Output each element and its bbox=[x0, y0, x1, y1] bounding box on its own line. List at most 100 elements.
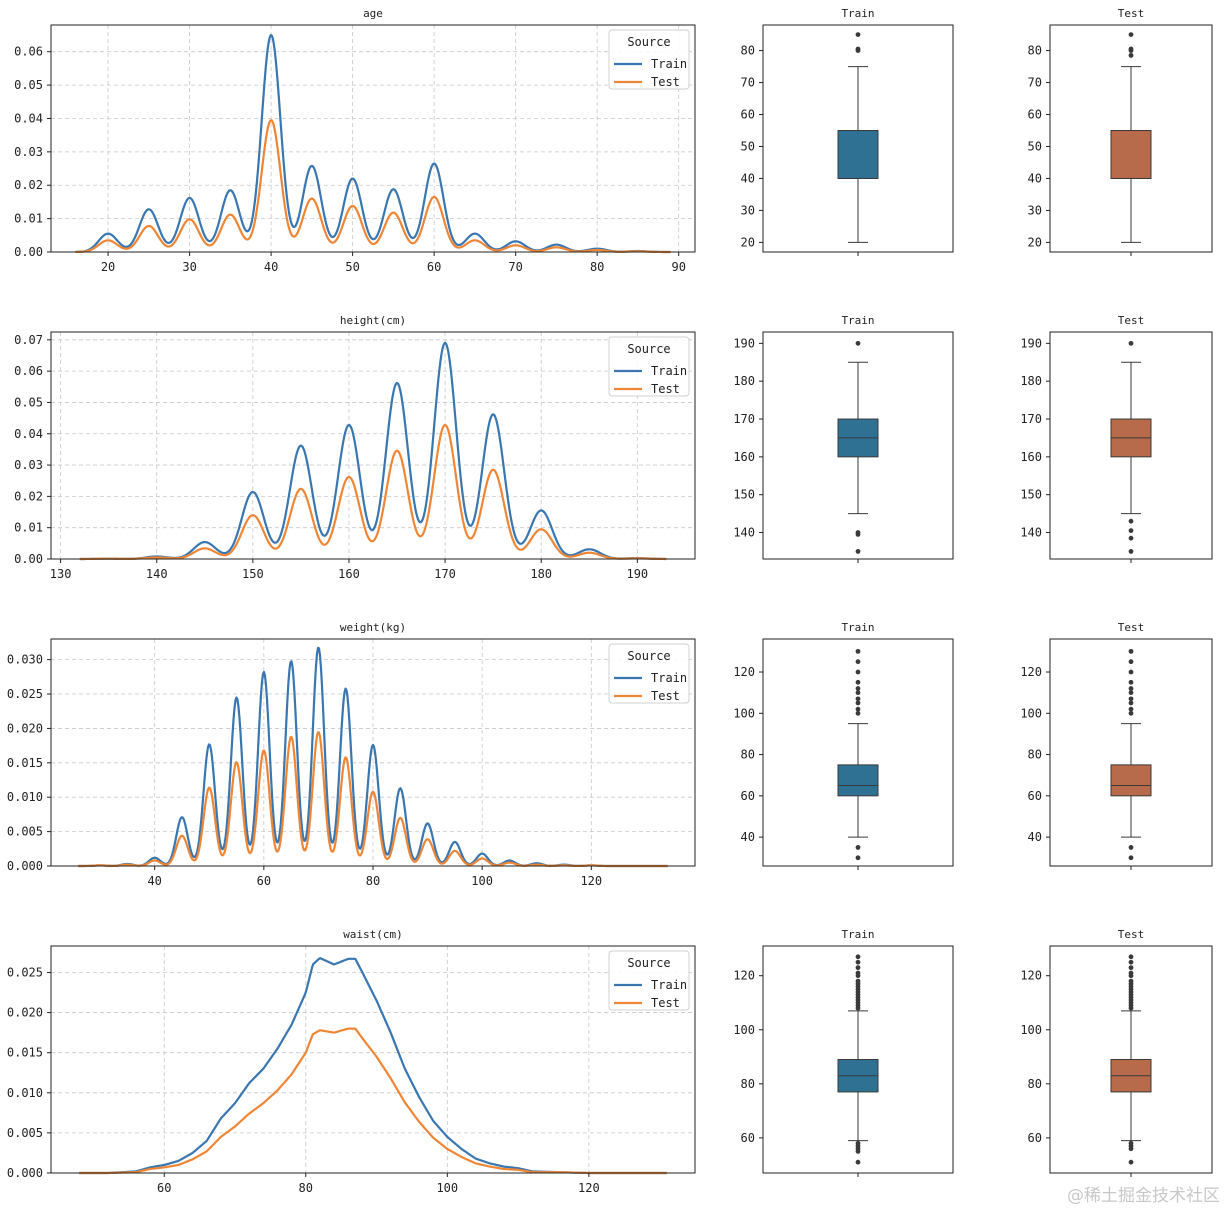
y-tick-label: 100 bbox=[1020, 706, 1042, 720]
kde-line-test bbox=[79, 423, 667, 561]
boxplot-title: Train bbox=[841, 621, 874, 634]
outlier-point bbox=[855, 855, 861, 861]
boxplot-panel-4: Train 140 150 160 170 180 190 bbox=[733, 314, 954, 563]
boxplot-panel-5: Test 140 150 160 170 180 190 bbox=[1020, 314, 1213, 563]
outlier-point bbox=[855, 696, 861, 702]
outlier-point bbox=[855, 1148, 861, 1154]
x-tick-label: 90 bbox=[671, 260, 685, 274]
y-tick-label: 60 bbox=[1028, 1131, 1042, 1145]
outlier-point bbox=[855, 1159, 861, 1165]
outlier-point bbox=[1128, 965, 1134, 971]
y-tick-label: 0.010 bbox=[7, 1086, 43, 1100]
boxplot-panel-2: Test 20 30 40 50 60 70 80 bbox=[1028, 7, 1213, 256]
y-tick-label: 60 bbox=[741, 1131, 755, 1145]
outlier-point bbox=[855, 340, 861, 346]
outlier-point bbox=[1128, 970, 1134, 976]
y-tick-label: 80 bbox=[741, 44, 755, 58]
outlier-point bbox=[1128, 954, 1134, 960]
y-tick-label: 140 bbox=[733, 526, 755, 540]
y-tick-label: 40 bbox=[741, 830, 755, 844]
y-tick-label: 0.03 bbox=[14, 458, 43, 472]
legend-box bbox=[608, 336, 690, 397]
kde-line-test bbox=[79, 1027, 667, 1175]
outlier-point bbox=[1128, 52, 1134, 58]
y-tick-label: 80 bbox=[1028, 748, 1042, 762]
y-tick-label: 160 bbox=[733, 450, 755, 464]
outlier-point bbox=[1128, 669, 1134, 675]
outlier-point bbox=[1128, 1159, 1134, 1165]
axes-frame bbox=[50, 945, 696, 1174]
y-tick-label: 170 bbox=[733, 412, 755, 426]
outlier-point bbox=[1128, 648, 1134, 654]
y-tick-label: 180 bbox=[1020, 374, 1042, 388]
legend-label-test: Test bbox=[651, 996, 680, 1010]
boxplot-panel-1: Train 20 30 40 50 60 70 80 bbox=[741, 7, 954, 256]
boxplot-title: Train bbox=[841, 314, 874, 327]
y-tick-label: 0.00 bbox=[14, 245, 43, 259]
outlier-point bbox=[1128, 706, 1134, 712]
legend-title: Source bbox=[627, 35, 670, 49]
legend-label-test: Test bbox=[651, 689, 680, 703]
x-tick-label: 150 bbox=[242, 567, 264, 581]
outlier-point bbox=[855, 706, 861, 712]
x-tick-label: 30 bbox=[182, 260, 196, 274]
y-tick-label: 0.015 bbox=[7, 756, 43, 770]
outlier-point bbox=[1128, 959, 1134, 965]
y-tick-label: 70 bbox=[1028, 76, 1042, 90]
x-tick-label: 120 bbox=[578, 1181, 600, 1195]
x-tick-label: 120 bbox=[580, 874, 602, 888]
y-tick-label: 0.00 bbox=[14, 552, 43, 566]
y-tick-label: 20 bbox=[1028, 235, 1042, 249]
boxplot-panel-10: Train 60 80 100 120 bbox=[733, 928, 954, 1177]
boxplot-title: Train bbox=[841, 928, 874, 941]
kde-line-train bbox=[75, 33, 671, 254]
legend: Source Train Test bbox=[608, 950, 690, 1011]
legend: Source Train Test bbox=[608, 29, 690, 90]
y-tick-label: 80 bbox=[1028, 44, 1042, 58]
kde-line-train bbox=[79, 957, 667, 1175]
y-tick-label: 0.04 bbox=[14, 111, 43, 125]
outlier-point bbox=[1128, 518, 1134, 524]
outlier-point bbox=[855, 700, 861, 706]
y-tick-label: 60 bbox=[741, 789, 755, 803]
legend-title: Source bbox=[627, 342, 670, 356]
y-tick-label: 30 bbox=[1028, 203, 1042, 217]
y-tick-label: 0.020 bbox=[7, 721, 43, 735]
y-tick-label: 40 bbox=[741, 171, 755, 185]
outlier-point bbox=[1128, 710, 1134, 716]
x-tick-label: 180 bbox=[530, 567, 552, 581]
iqr-box bbox=[837, 130, 879, 179]
y-tick-label: 0.07 bbox=[14, 333, 43, 347]
legend-title: Source bbox=[627, 649, 670, 663]
x-tick-label: 100 bbox=[471, 874, 493, 888]
iqr-box bbox=[837, 764, 879, 797]
outlier-point bbox=[855, 970, 861, 976]
iqr-box bbox=[1110, 764, 1152, 797]
boxplot-title: Test bbox=[1118, 314, 1145, 327]
y-tick-label: 100 bbox=[733, 706, 755, 720]
y-tick-label: 0.000 bbox=[7, 1166, 43, 1180]
y-tick-label: 0.015 bbox=[7, 1046, 43, 1060]
outlier-point bbox=[1128, 659, 1134, 665]
x-tick-label: 40 bbox=[147, 874, 161, 888]
legend-label-train: Train bbox=[651, 57, 687, 71]
y-tick-label: 170 bbox=[1020, 412, 1042, 426]
y-tick-label: 100 bbox=[733, 1023, 755, 1037]
kde-title: age bbox=[363, 7, 383, 20]
x-tick-label: 130 bbox=[50, 567, 72, 581]
y-tick-label: 80 bbox=[1028, 1077, 1042, 1091]
kde-line-train bbox=[79, 341, 667, 561]
legend-box bbox=[608, 29, 690, 90]
y-tick-label: 60 bbox=[741, 108, 755, 122]
legend-label-test: Test bbox=[651, 382, 680, 396]
y-tick-label: 80 bbox=[741, 1077, 755, 1091]
y-tick-label: 0.03 bbox=[14, 145, 43, 159]
outlier-point bbox=[855, 32, 861, 37]
outlier-point bbox=[1128, 32, 1134, 37]
y-tick-label: 0.05 bbox=[14, 395, 43, 409]
boxplot-panel-8: Test 40 60 80 100 120 bbox=[1020, 621, 1213, 870]
x-tick-label: 160 bbox=[338, 567, 360, 581]
axes-frame bbox=[50, 24, 696, 253]
outlier-point bbox=[855, 959, 861, 965]
